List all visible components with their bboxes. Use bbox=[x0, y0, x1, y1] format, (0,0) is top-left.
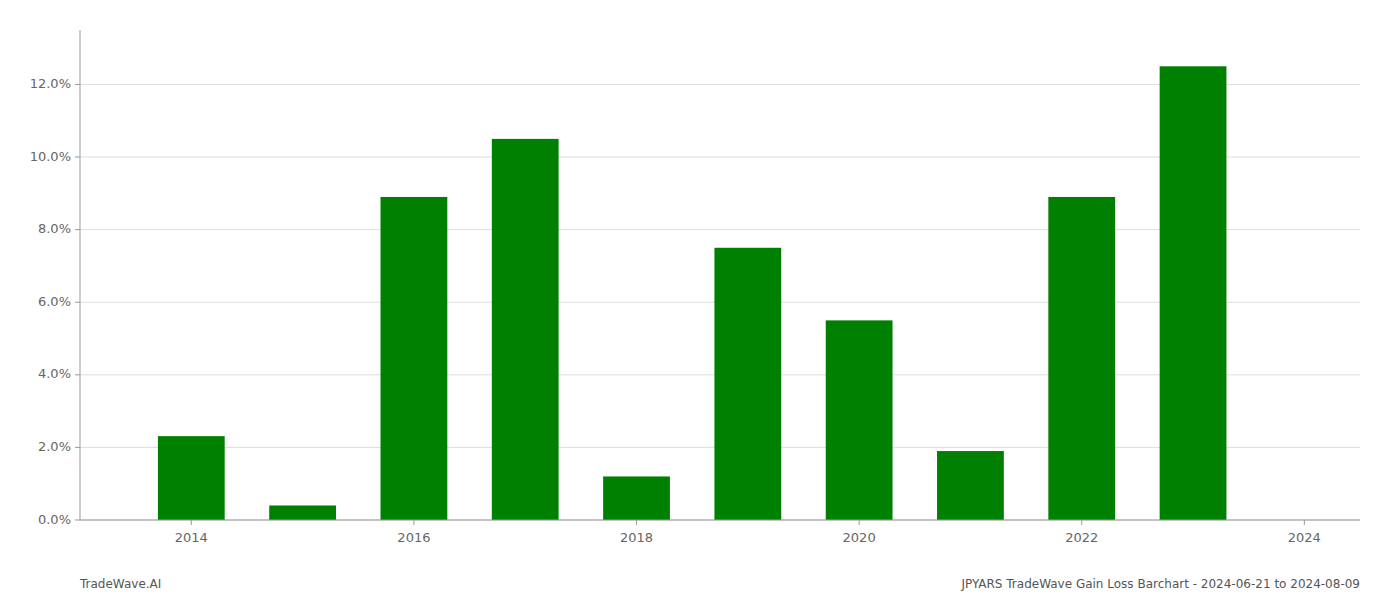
x-tick bbox=[636, 520, 637, 525]
x-tick-label: 2014 bbox=[175, 530, 208, 545]
y-tick bbox=[75, 302, 80, 303]
y-tick-label: 2.0% bbox=[38, 439, 71, 454]
y-axis-line bbox=[80, 30, 81, 520]
y-tick-label: 10.0% bbox=[30, 149, 71, 164]
bar bbox=[1160, 66, 1227, 520]
x-axis: 2014 2016 2018 2020 2022 2024 bbox=[80, 520, 1360, 545]
bar bbox=[826, 320, 893, 520]
y-tick bbox=[75, 447, 80, 448]
bar bbox=[603, 476, 670, 520]
x-tick-label: 2020 bbox=[843, 530, 876, 545]
y-tick-label: 12.0% bbox=[30, 76, 71, 91]
grid-line bbox=[80, 520, 1360, 521]
x-tick-label: 2016 bbox=[397, 530, 430, 545]
y-tick-label: 6.0% bbox=[38, 294, 71, 309]
bar bbox=[492, 139, 559, 520]
x-tick bbox=[1081, 520, 1082, 525]
y-tick bbox=[75, 84, 80, 85]
bar bbox=[937, 451, 1004, 520]
x-tick bbox=[191, 520, 192, 525]
y-tick-label: 4.0% bbox=[38, 366, 71, 381]
bar bbox=[381, 197, 448, 520]
y-tick bbox=[75, 157, 80, 158]
x-tick bbox=[413, 520, 414, 525]
x-tick-label: 2022 bbox=[1065, 530, 1098, 545]
x-tick bbox=[1304, 520, 1305, 525]
x-tick-label: 2024 bbox=[1288, 530, 1321, 545]
x-tick bbox=[859, 520, 860, 525]
bar bbox=[269, 505, 336, 520]
chart: 0.0%2.0%4.0%6.0%8.0%10.0%12.0%2014201620… bbox=[0, 0, 1400, 600]
y-tick bbox=[75, 229, 80, 230]
y-tick-label: 0.0% bbox=[38, 512, 71, 527]
bars bbox=[158, 66, 1227, 520]
bar bbox=[158, 436, 225, 520]
y-tick bbox=[75, 520, 80, 521]
y-tick bbox=[75, 374, 80, 375]
footer-right: JPYARS TradeWave Gain Loss Barchart - 20… bbox=[960, 577, 1360, 591]
y-tick-label: 8.0% bbox=[38, 221, 71, 236]
bar bbox=[714, 248, 781, 520]
x-axis-line bbox=[80, 520, 1360, 521]
footer-left: TradeWave.AI bbox=[79, 577, 161, 591]
bar bbox=[1048, 197, 1115, 520]
x-tick-label: 2018 bbox=[620, 530, 653, 545]
y-axis: 0.0% 2.0% 4.0% 6.0% 8.0% 10.0% 12.0% bbox=[30, 30, 80, 527]
footer: TradeWave.AI JPYARS TradeWave Gain Loss B… bbox=[79, 577, 1360, 591]
